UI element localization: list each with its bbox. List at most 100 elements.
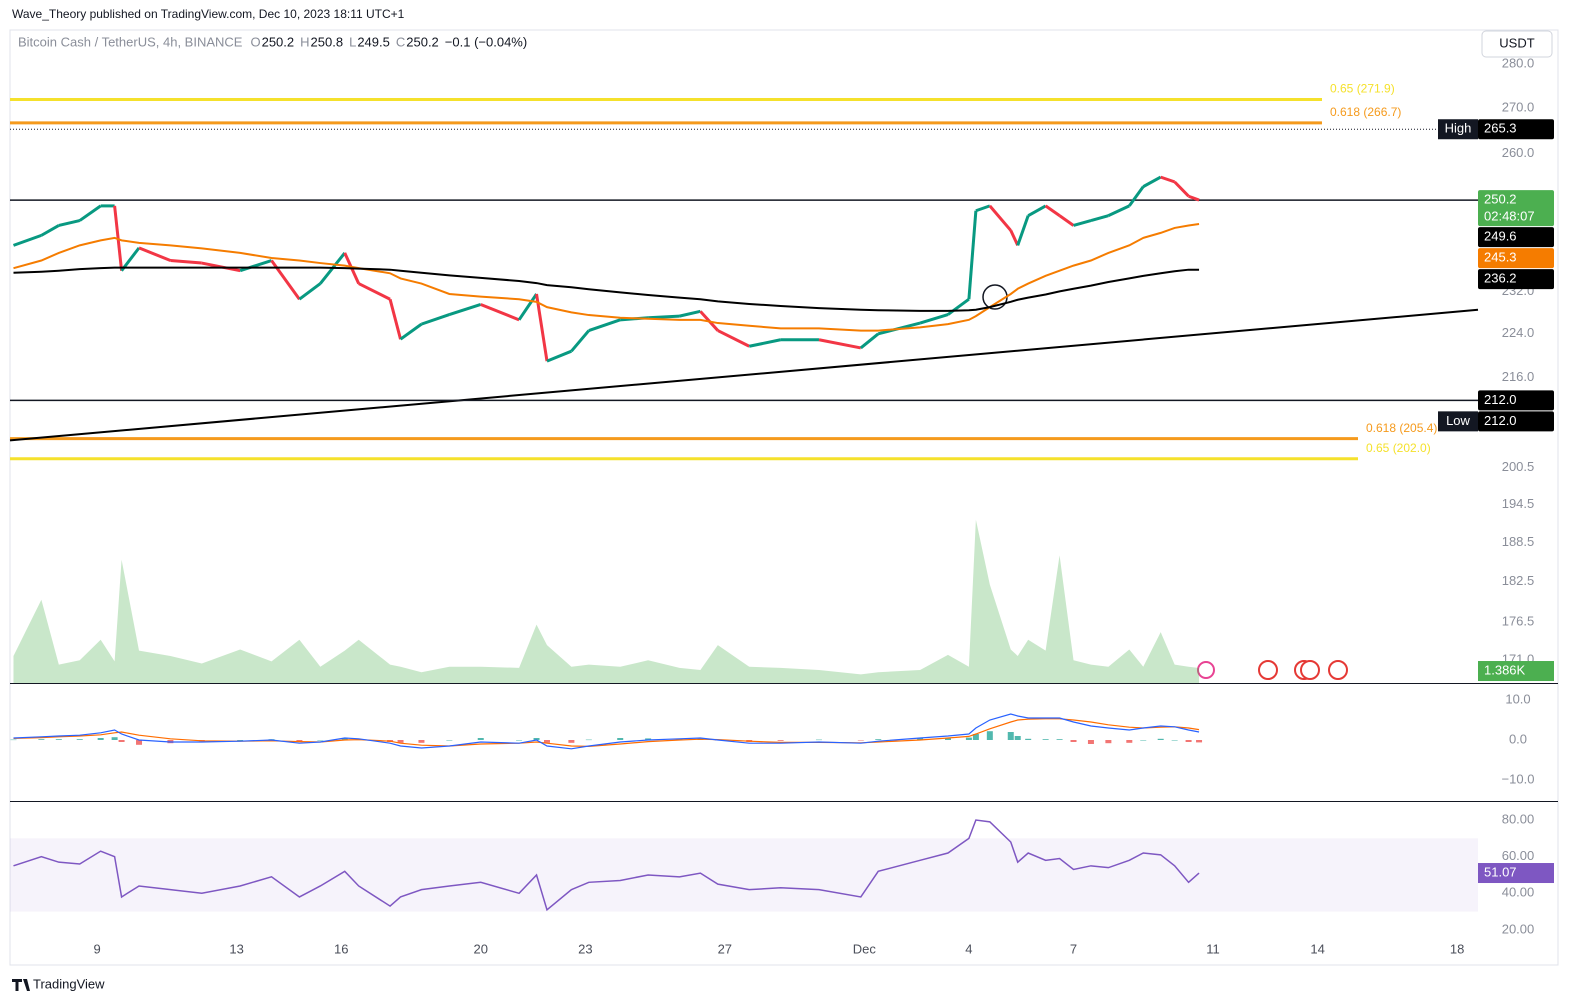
macd-histogram-bar [237, 740, 244, 741]
macd-histogram-bar [1140, 740, 1147, 741]
x-tick-label: 13 [229, 941, 243, 956]
price-segment [1027, 204, 1047, 217]
price-label-box [1478, 227, 1554, 248]
macd-histogram-bar [875, 739, 882, 740]
macd-histogram-bar [568, 740, 575, 743]
price-label-box [1478, 119, 1554, 140]
price-segment [170, 259, 202, 265]
price-segment [818, 338, 862, 350]
macd-histogram-bar [944, 738, 951, 740]
macd-histogram-bar [815, 739, 822, 741]
ohlc-key: H [300, 34, 309, 49]
price-segment [358, 282, 391, 301]
symbol: Bitcoin Cash / TetherUS, 4h, BINANCE [18, 34, 243, 49]
macd-histogram-bar [986, 731, 993, 740]
y-tick-label: 194.5 [1502, 496, 1535, 511]
event-icon[interactable] [1300, 660, 1320, 680]
price-label-box [1478, 269, 1554, 290]
y-tick-label: 188.5 [1502, 534, 1535, 549]
macd-histogram-bar [397, 740, 404, 743]
rsi-tick-label: 80.00 [1502, 811, 1535, 826]
price-segment [58, 219, 81, 227]
macd-histogram-bar [341, 738, 348, 740]
price-segment [570, 329, 590, 353]
price-segment [748, 338, 781, 348]
macd-histogram-bar [1157, 738, 1164, 740]
macd-histogram-bar [1185, 740, 1192, 742]
price-label-value: 265.3 [1484, 121, 1517, 136]
event-icon[interactable] [1258, 660, 1278, 680]
macd-histogram-bar [1196, 740, 1203, 743]
price-segment [1090, 214, 1109, 222]
price-label-box [1478, 390, 1554, 411]
price-segment [717, 329, 750, 348]
macd-histogram-bar [10, 739, 17, 741]
macd-histogram-bar [55, 739, 62, 740]
currency-button[interactable] [1481, 30, 1553, 58]
macd-histogram-bar [1070, 740, 1077, 742]
macd-histogram-bar [418, 740, 425, 743]
price-label-tag [1438, 119, 1478, 140]
macd-histogram-bar [97, 738, 104, 740]
change: −0.1 (−0.04%) [445, 34, 527, 49]
price-segment [859, 332, 880, 350]
macd-histogram-bar [76, 739, 83, 740]
byline: Wave_Theory published on TradingView.com… [12, 7, 405, 21]
macd-histogram-bar [1042, 739, 1049, 740]
macd-histogram-bar [533, 738, 540, 740]
macd-histogram-bar [1007, 732, 1014, 740]
fib-label: 0.618 (266.7) [1330, 105, 1401, 119]
macd-histogram-bar [965, 737, 972, 740]
event-icon[interactable] [1328, 660, 1348, 680]
macd-histogram-bar [1087, 740, 1094, 744]
price-segment [1173, 180, 1190, 198]
y-tick-label: 216.0 [1502, 369, 1535, 384]
fib-label: 0.65 (271.9) [1330, 82, 1395, 96]
price-label-value: 236.2 [1484, 271, 1517, 286]
price-label-box [1478, 190, 1554, 227]
price-segment [1128, 185, 1145, 207]
y-tick-label: 200.5 [1502, 459, 1535, 474]
macd-histogram-bar [516, 740, 523, 741]
macd-signal-line [13, 718, 1200, 748]
price-label-value: 250.2 [1484, 192, 1517, 207]
x-tick-label: 18 [1450, 941, 1464, 956]
price-segment [1073, 219, 1092, 227]
macd-histogram-bar [585, 739, 592, 741]
rsi-tick-label: 60.00 [1502, 848, 1535, 863]
price-label-value: 212.0 [1484, 413, 1517, 428]
ohlc-key: L [349, 34, 356, 49]
price-segment [535, 293, 549, 362]
price-segment [546, 349, 572, 363]
macd-tick-label: −10.0 [1502, 771, 1535, 786]
macd-macd-line [13, 713, 1200, 750]
volume-label-box [1478, 661, 1554, 682]
ohlc-key: O [250, 34, 260, 49]
macd-histogram-bar [446, 740, 453, 741]
moving-average [13, 223, 1200, 332]
price-label-tag [1438, 411, 1478, 432]
x-tick-label: Dec [853, 941, 877, 956]
macd-histogram-bar [317, 740, 324, 741]
price-segment [648, 314, 680, 320]
price-segment [1142, 175, 1162, 188]
price-label-value: 249.6 [1484, 229, 1517, 244]
price-label-box [1478, 248, 1554, 269]
macd-histogram-bar [136, 740, 143, 745]
price-segment [78, 204, 102, 222]
currency[interactable]: USDT [1499, 35, 1534, 50]
price-segment [399, 322, 423, 341]
fib-label: 0.65 (202.0) [1366, 441, 1431, 455]
rsi-tick-label: 40.00 [1502, 885, 1535, 900]
x-tick-label: 7 [1070, 941, 1077, 956]
y-tick-label: 260.0 [1502, 145, 1535, 160]
price-segment [1016, 215, 1030, 246]
event-icon[interactable] [1197, 661, 1215, 679]
macd-histogram-bar [1126, 740, 1133, 743]
x-tick-label: 14 [1310, 941, 1324, 956]
x-tick-label: 11 [1206, 941, 1220, 956]
ohlc-key: C [396, 34, 405, 49]
macd-histogram-bar [777, 740, 784, 741]
